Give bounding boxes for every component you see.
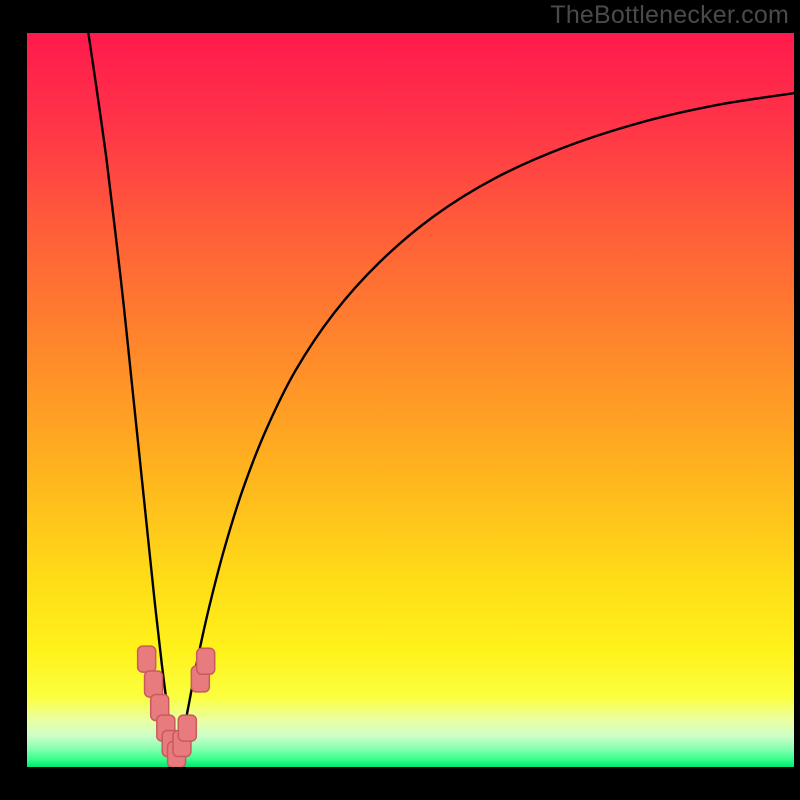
watermark-text: TheBottlenecker.com (550, 1, 789, 30)
data-marker (138, 646, 156, 672)
plot-area (27, 33, 794, 767)
data-marker (197, 648, 215, 674)
data-marker (145, 671, 163, 697)
chart-svg (27, 33, 794, 767)
data-marker (178, 715, 196, 741)
bottleneck-curve (88, 33, 794, 760)
